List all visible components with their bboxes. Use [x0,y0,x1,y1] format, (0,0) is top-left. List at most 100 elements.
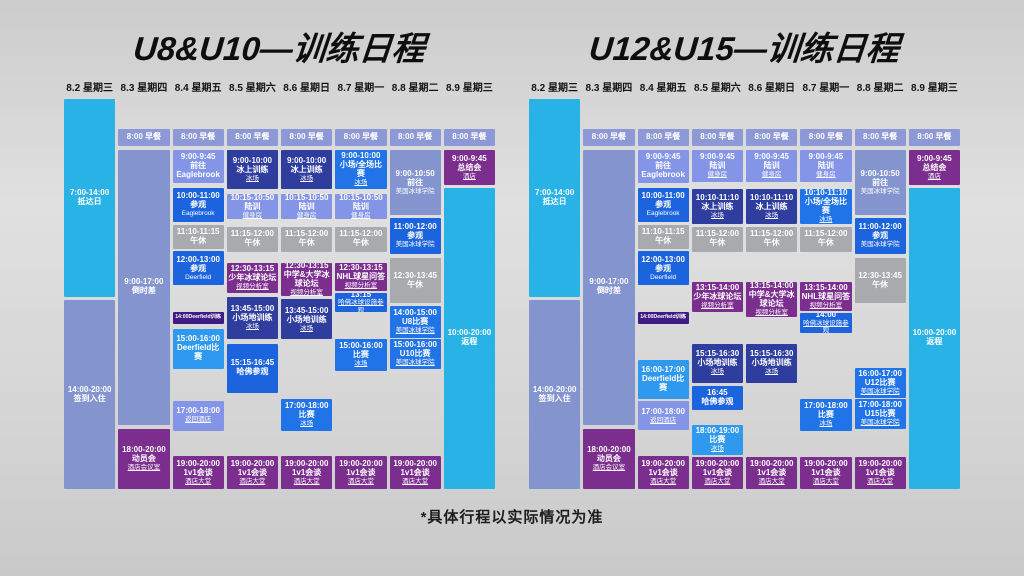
event-loc: 冰场 [300,174,314,182]
date-header: 8.2 星期三 [531,83,578,94]
date-header: 8.9 星期三 [446,83,493,94]
event-time: 9:00-17:00 [124,277,164,287]
event-block: 10:00-20:00 返程 [443,187,495,489]
event-time: 11:10-11:15 [176,227,220,237]
event-loc: 酒店大堂 [347,477,374,485]
event-block: 17:00-18:00 U15比赛 美国冰球学院 [854,399,906,429]
event-time: 12:00-13:00 [176,254,220,264]
event-sub: 美国冰球学院 [860,240,900,248]
event-block: 8:00 早餐 [691,129,743,146]
event-block: 10:00-11:00 参观 Eaglebrook [637,187,689,222]
event-loc: 冰场 [819,420,833,428]
event-time: 13:45-15:00 [230,304,275,314]
event-block: 14:00 哈佛冰球设施参观 [800,312,852,333]
event-loc: 冰场 [765,368,779,376]
day-column: 8:00 早餐 9:00-9:45 总结会 酒店 10:00-20:00 返程 [908,99,960,489]
event-block: 15:00-16:00 Deerfield比赛 [172,328,224,369]
event-title: 中学&大学冰球论坛 [283,269,330,288]
event-title: 冰上训练 [755,201,788,211]
date-header: 8.7 星期一 [802,83,850,94]
event-loc: 冰场 [300,420,314,428]
event-block: 11:15-12:00 午休 [226,226,278,252]
event-title: 总结会 [457,162,482,172]
event-loc: 视频分析室 [701,302,734,310]
event-block: 17:00-18:00 比赛 冰场 [281,399,333,431]
event-block: 8:00 早餐 [226,129,278,146]
event-loc: 健身房 [351,211,371,219]
event-title: 动员会 [131,454,156,464]
event-block: 7:00-14:00 抵达日 [64,99,116,297]
event-time: 18:00-20:00 [587,445,631,455]
event-block: 9:00-9:45 陆训 健身房 [800,150,852,182]
event-loc: 冰场 [765,211,779,219]
event-sub: Deerfield [650,273,677,281]
event-block: 9:00-10:50 前往 美国冰球学院 [389,150,441,215]
event-title: 前往Eaglebrook [176,161,220,179]
event-title: 午休 [709,238,726,248]
event-time: 8:00 早餐 [398,131,433,141]
event-time: 13:15-14:00 [804,282,848,292]
event-time: 9:00-10:00 [232,155,272,165]
date-header: 8.5 星期六 [694,83,741,94]
event-block: 9:00-9:45 总结会 酒店 [443,150,495,185]
event-time: 9:00-9:45 [452,153,487,163]
date-header: 8.5 星期六 [229,83,276,94]
event-title: 签到入住 [538,393,571,403]
event-title: 少年冰球论坛 [228,272,277,282]
event-block: 8:00 早餐 [172,129,224,146]
event-title: 前往 [407,177,424,187]
event-title: 1v1会谈 [756,468,787,478]
event-title: 哈佛参观 [701,396,734,406]
event-block: 19:00-20:00 1v1会谈 酒店大堂 [335,456,387,489]
event-title: Deerfield比赛 [642,374,685,392]
event-title: 少年冰球论坛 [693,292,742,302]
event-loc: 酒店大堂 [293,477,320,485]
event-block: 11:00-12:00 参观 美国冰球学院 [854,217,906,254]
event-title: 陆训 [298,201,315,211]
event-title: 1v1会谈 [702,468,733,478]
event-time: 11:15-12:00 [750,229,794,239]
event-block: 9:00-10:00 冰上训练 冰场 [226,150,278,189]
event-time: 18:00-19:00 [695,425,740,435]
event-title: 抵达日 [542,197,567,206]
event-block: 16:00-17:00 Deerfield比赛 [637,360,689,399]
event-block: 11:10-11:15 午休 [637,225,689,249]
event-block: 9:00-10:00 冰上训练 冰场 [281,150,333,189]
schedule-u12u15: U12&U15—训练日程 8.2 星期三 8.3 星期四 8.4 星期五 8.5 星期… [529,0,960,489]
event-title: 午休 [763,238,780,248]
day-column: 7:00-14:00 抵达日 14:00-20:00 签到入住 [64,99,116,489]
event-loc: 酒店会议室 [127,464,161,472]
event-loc: 冰场 [354,179,368,187]
event-title: 签到入住 [73,393,106,403]
event-title: 1v1会谈 [811,468,841,478]
event-time: 9:00-17:00 [589,277,629,287]
day-column: 8:00 早餐 9:00-9:45 总结会 酒店 10:00-20:00 返程 [443,99,495,489]
event-time: 8:00 早餐 [754,131,789,141]
event-time: 18:00-20:00 [122,445,166,455]
event-time: 12:30-13:15 [230,263,275,273]
event-block: 12:30-13:15 少年冰球论坛 视频分析室 [226,262,278,293]
event-title: 午休 [244,238,261,248]
event-block: 15:00-16:00 比赛 冰场 [335,339,387,371]
event-title: U12比赛 [864,377,896,387]
event-time: 17:00-18:00 [858,400,902,410]
event-title: 小场地训练 [697,358,738,368]
event-title: 参观 [190,200,207,210]
schedule-grid: 7:00-14:00 抵达日 14:00-20:00 签到入住 8:00 早餐 9:00-… [64,99,495,489]
day-column: 8:00 早餐 9:00-9:45 陆训 健身房 10:10-11:10 冰上训练 冰场 11… [691,99,743,489]
event-time: 10:00-11:00 [176,191,220,201]
event-time: 8:00 早餐 [289,131,324,141]
event-sub: Eaglebrook [181,210,215,218]
event-loc: 酒店 [927,172,941,180]
day-column: 8:00 早餐 9:00-9:45 陆训 健身房 10:10-11:10 冰上训练 冰场 11… [746,99,798,489]
event-block: 11:15-12:00 午休 [746,226,798,252]
event-sub: Eaglebrook [646,210,680,218]
event-block: 10:10-11:10 冰上训练 冰场 [746,189,798,225]
day-column: 8:00 早餐 9:00-9:45 前往Eaglebrook 10:00-11:00 参… [172,99,224,489]
event-sub: Deerfield [185,273,212,281]
event-time: 8:00 早餐 [235,131,270,141]
event-time: 16:00-17:00 [858,368,902,378]
date-header: 8.3 星期四 [120,83,168,94]
event-block: 16:45 哈佛参观 [691,385,743,410]
